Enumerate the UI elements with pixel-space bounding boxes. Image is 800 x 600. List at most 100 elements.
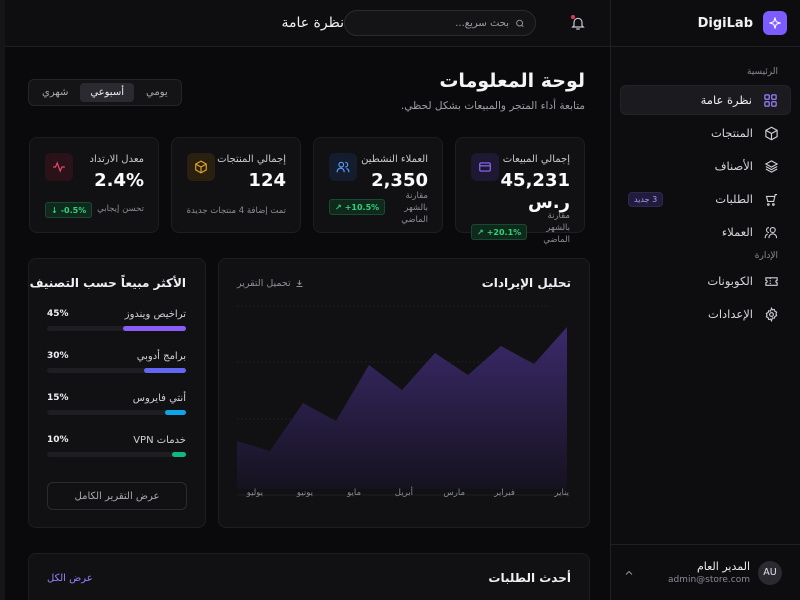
category-pct: 30% xyxy=(47,351,69,361)
stat-label: إجمالي المبيعات xyxy=(502,154,570,165)
trend-down-icon: ↓ xyxy=(51,205,58,215)
ticket-icon xyxy=(763,273,779,289)
sidebar: DigiLab الرئيسية نظرة عامة المنتجات الأص… xyxy=(610,0,800,600)
bell-icon xyxy=(571,17,585,30)
progress-track xyxy=(47,326,186,331)
progress-track xyxy=(47,452,186,457)
orders-new-badge: 3 جديد xyxy=(628,191,664,207)
trend-up-icon: ↗ xyxy=(477,227,484,237)
grid-icon xyxy=(762,92,778,108)
box-icon xyxy=(187,153,215,181)
stat-label: معدل الارتداد xyxy=(89,154,144,165)
avatar: AU xyxy=(758,560,782,585)
sidebar-item-label: الطلبات xyxy=(715,192,753,206)
progress-track xyxy=(47,410,186,415)
card-title: الأكثر مبيعاً حسب التصنيف xyxy=(29,276,186,290)
x-tick: فبراير xyxy=(494,488,515,498)
sidebar-item-label: الإعدادات xyxy=(708,307,753,321)
download-label: تحميل التقرير xyxy=(237,278,291,289)
trend-badge: ↗ +20.1% xyxy=(471,224,528,240)
chevron-up-icon[interactable] xyxy=(623,567,635,579)
sidebar-item-settings[interactable]: الإعدادات xyxy=(620,299,791,329)
top-bar: نظرة عامة xyxy=(5,0,610,47)
stat-foot: تحسن إيجابي xyxy=(97,204,144,214)
credit-card-icon xyxy=(471,153,499,181)
category-pct: 15% xyxy=(47,393,69,403)
stat-total-products: إجمالي المنتجات 124 تمت إضافة 4 منتجات ج… xyxy=(171,137,301,233)
main-content: نظرة عامة لوحة المعلومات متابعة أداء الم… xyxy=(5,0,610,600)
sidebar-item-overview[interactable]: نظرة عامة xyxy=(620,85,791,115)
topbar-title: نظرة عامة xyxy=(281,15,344,31)
search-box[interactable] xyxy=(344,10,536,36)
layers-icon xyxy=(763,158,779,174)
x-axis: يناير فبراير مارس أبريل مايو يونيو يوليو xyxy=(237,488,571,500)
x-tick: أبريل xyxy=(394,488,413,498)
trend-value: +20.1% xyxy=(486,227,522,237)
stat-total-sales: إجمالي المبيعات 45,231 ر.س مقارنة بالشهر… xyxy=(455,137,585,245)
search-icon xyxy=(516,19,524,27)
trend-up-icon: ↗ xyxy=(335,202,342,212)
stat-foot: مقارنة بالشهر الماضي xyxy=(401,191,428,225)
notifications-button[interactable] xyxy=(570,15,586,31)
nav-list-main: نظرة عامة المنتجات الأصناف الطلبات 3 جدي… xyxy=(611,85,800,247)
trend-value: -0.5% xyxy=(60,205,87,215)
trend-badge: ↗ +10.5% xyxy=(329,199,386,215)
sidebar-item-categories[interactable]: الأصناف xyxy=(620,151,791,181)
users-icon xyxy=(329,153,357,181)
nav-section-admin: الإدارة xyxy=(754,251,778,261)
user-email: admin@store.com xyxy=(667,575,750,585)
user-info: المدير العام admin@store.com xyxy=(643,560,750,585)
x-tick: يونيو xyxy=(296,488,313,498)
sparkle-logo-icon xyxy=(763,11,787,35)
area-series xyxy=(237,327,567,489)
page-header: لوحة المعلومات متابعة أداء المتجر والمبي… xyxy=(28,70,585,120)
stat-foot: تمت إضافة 4 منتجات جديدة xyxy=(186,206,286,216)
revenue-card: تحليل الإيرادات تحميل التقرير يناير فبرا… xyxy=(218,258,590,528)
sidebar-item-customers[interactable]: العملاء xyxy=(620,217,791,247)
progress-fill xyxy=(172,452,186,457)
category-name: خدمات VPN xyxy=(133,435,186,446)
range-weekly[interactable]: أسبوعي xyxy=(80,83,134,102)
user-name: المدير العام xyxy=(696,560,750,573)
range-toggle: يومي أسبوعي شهري xyxy=(28,79,182,106)
category-pct: 10% xyxy=(47,435,69,445)
category-name: برامج أدوبي xyxy=(136,351,186,362)
download-report-button[interactable]: تحميل التقرير xyxy=(237,278,304,289)
sidebar-item-label: الأصناف xyxy=(714,159,753,173)
sidebar-item-label: الكوبونات xyxy=(707,274,753,288)
category-row: أنتي فايروس 15% xyxy=(47,393,186,425)
search-input[interactable] xyxy=(355,17,510,29)
users-icon xyxy=(763,224,779,240)
range-monthly[interactable]: شهري xyxy=(42,87,69,98)
sidebar-item-products[interactable]: المنتجات xyxy=(620,118,791,148)
trend-badge: ↓ -0.5% xyxy=(45,202,93,218)
full-report-button[interactable]: عرض التقرير الكامل xyxy=(47,482,187,510)
top-categories-card: الأكثر مبيعاً حسب التصنيف تراخيص ويندوز … xyxy=(28,258,206,528)
stats-row: إجمالي المبيعات 45,231 ر.س مقارنة بالشهر… xyxy=(28,137,585,245)
progress-fill xyxy=(144,368,186,373)
progress-fill xyxy=(165,410,186,415)
sidebar-item-orders[interactable]: الطلبات 3 جديد xyxy=(620,184,791,214)
progress-track xyxy=(47,368,186,373)
nav-section-main: الرئيسية xyxy=(747,67,778,77)
page-subtitle: متابعة أداء المتجر والمبيعات بشكل لحظي. xyxy=(400,100,585,112)
cart-icon xyxy=(763,191,779,207)
revenue-area-chart xyxy=(237,305,567,496)
notification-dot xyxy=(571,15,575,19)
user-menu[interactable]: AU المدير العام admin@store.com xyxy=(611,544,800,600)
range-daily[interactable]: يومي xyxy=(146,87,168,98)
sidebar-item-label: العملاء xyxy=(721,225,753,239)
brand: DigiLab xyxy=(611,0,800,47)
page-title: لوحة المعلومات xyxy=(439,70,585,92)
x-tick: مارس xyxy=(443,488,465,498)
recent-orders-card: أحدث الطلبات عرض الكل xyxy=(28,553,590,600)
category-row: خدمات VPN 10% xyxy=(47,435,186,467)
view-all-link[interactable]: عرض الكل xyxy=(47,573,93,584)
stat-bounce-rate: معدل الارتداد 2.4% تحسن إيجابي ↓ -0.5% xyxy=(29,137,159,233)
category-row: تراخيص ويندوز 45% xyxy=(47,309,186,341)
sidebar-item-coupons[interactable]: الكوبونات xyxy=(620,266,791,296)
window-edge xyxy=(0,0,5,600)
sidebar-item-label: المنتجات xyxy=(710,126,753,140)
x-tick: يناير xyxy=(554,488,569,498)
gear-icon xyxy=(763,306,779,322)
